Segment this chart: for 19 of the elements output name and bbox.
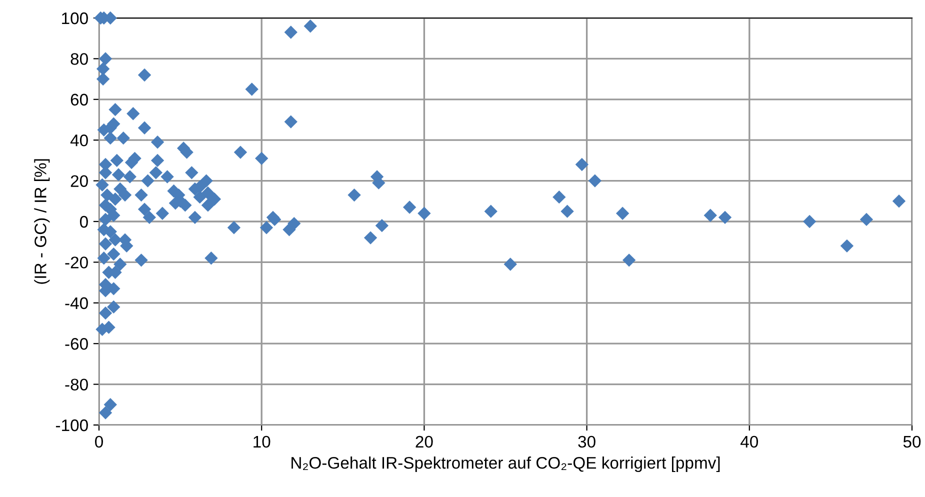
y-tick-label: 100 xyxy=(62,12,88,24)
y-tick-label: 40 xyxy=(70,134,88,146)
y-tick-label: 60 xyxy=(70,94,88,106)
y-tick-label: 20 xyxy=(70,175,88,188)
x-axis-title: N₂O-Gehalt IR-Spektrometer auf CO₂-QE korrigiert [ppmv] xyxy=(292,456,720,472)
y-tick-label: 80 xyxy=(70,53,88,65)
x-tick-label: 10 xyxy=(254,436,270,448)
y-tick-label: -100 xyxy=(56,419,88,432)
x-tick-label: 30 xyxy=(578,436,596,448)
x-tick-label: 0 xyxy=(95,436,103,448)
y-tick-label: 0 xyxy=(80,216,88,228)
y-axis-title: (IR - GC) / IR [%] xyxy=(34,159,50,284)
y-tick-label: -80 xyxy=(65,378,88,391)
x-tick-label: 20 xyxy=(416,436,433,448)
y-tick-label: -60 xyxy=(65,338,88,350)
y-tick-label: -20 xyxy=(65,256,88,268)
x-tick-label: 50 xyxy=(903,436,921,448)
y-tick-label: -40 xyxy=(65,297,88,310)
x-tick-label: 40 xyxy=(740,436,758,448)
